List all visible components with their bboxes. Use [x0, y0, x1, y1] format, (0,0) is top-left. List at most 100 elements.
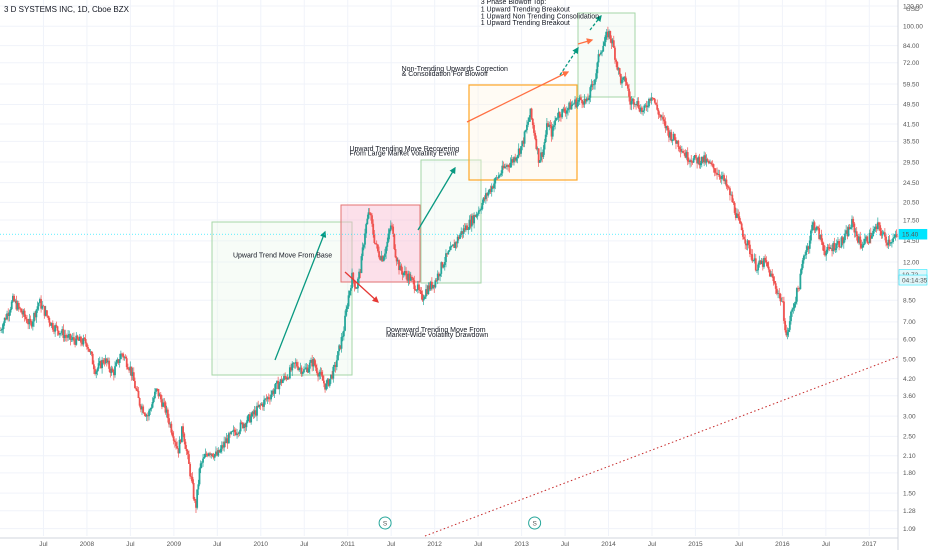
x-axis[interactable]: Jul 2008 Jul 2009 Jul 2010 Jul 2011 Jul 2012 Jul 20… [39, 541, 877, 548]
candle-body [392, 226, 395, 235]
candle-body [266, 397, 269, 400]
candle-body [599, 52, 602, 55]
candle-body [453, 244, 456, 248]
long-term-trendline [424, 355, 901, 537]
candle-body [753, 258, 756, 261]
candle-body [369, 213, 372, 216]
candle-body [69, 333, 72, 340]
candle-body [793, 303, 796, 309]
candle-body [15, 300, 18, 310]
candle-body [541, 152, 544, 157]
candle-body [781, 300, 784, 302]
y-tick-label: 1.80 [903, 470, 916, 477]
candle-body [797, 288, 799, 289]
candle-body [716, 172, 718, 175]
candle-body [636, 101, 639, 106]
x-tick-label: Jul [822, 541, 831, 548]
candle-body [27, 322, 30, 325]
x-tick-label: 2012 [427, 541, 442, 548]
candle-body [263, 399, 265, 407]
candle-body [165, 409, 168, 413]
candle-body [211, 453, 214, 457]
candle-body [155, 388, 157, 392]
candle-body [700, 156, 703, 164]
candle-body [65, 336, 68, 338]
candle-body [699, 163, 702, 166]
y-tick-label: 2.50 [903, 434, 916, 441]
candle-body [517, 148, 520, 156]
candle-body [568, 102, 571, 109]
candle-body [339, 345, 342, 349]
candle-body [240, 422, 243, 424]
candle-body [729, 188, 731, 196]
candle-body [529, 108, 532, 118]
candle-body [100, 361, 102, 369]
candle-body [62, 329, 65, 338]
candle-body [631, 99, 634, 102]
candle-body [858, 236, 860, 243]
candle-body [467, 229, 470, 231]
candle-body [791, 309, 794, 312]
y-axis[interactable]: 120.00 100.00 84.00 72.00 59.50 49.50 41.50 35.… [903, 3, 923, 533]
candle-body [810, 230, 812, 241]
candle-body [524, 130, 527, 132]
candle-body [686, 152, 689, 162]
candle-body [43, 306, 46, 316]
candle-body [298, 368, 301, 370]
candle-body [594, 79, 596, 85]
candle-body [584, 98, 587, 102]
candle-body [625, 81, 628, 85]
candle-body [420, 291, 423, 294]
candle-body [545, 123, 548, 135]
candle-body [806, 246, 809, 251]
box-uptrend-from-base [211, 221, 353, 376]
candle-body [23, 310, 26, 317]
candle-body [355, 288, 358, 289]
candle-body [413, 280, 416, 290]
candle-body [642, 110, 645, 113]
candle-body [825, 252, 828, 256]
candle-body [482, 197, 485, 203]
candle-body [475, 214, 478, 217]
candle-body [182, 426, 184, 434]
candle-body [521, 140, 524, 147]
candle-body [578, 97, 581, 100]
candle-body [132, 372, 135, 381]
candle-body [244, 424, 247, 428]
candle-body [660, 116, 663, 118]
candle-body [711, 164, 714, 165]
candle-body [328, 378, 331, 386]
candle-body [358, 271, 361, 279]
candle-body [859, 236, 862, 244]
candle-body [712, 164, 715, 169]
candle-body [418, 284, 420, 290]
candle-body [207, 453, 210, 456]
candle-body [188, 454, 190, 464]
candle-body [510, 159, 513, 163]
candle-body [851, 218, 853, 228]
candle-body [16, 303, 19, 310]
y-tick-label: 29.50 [903, 159, 920, 166]
candle-body [435, 280, 438, 281]
candle-body [199, 463, 202, 469]
y-tick-label: 6.00 [903, 336, 916, 343]
candle-body [855, 231, 858, 237]
candle-body [90, 351, 93, 354]
candle-body [549, 124, 552, 127]
candle-body [428, 285, 431, 290]
candle-body [393, 234, 396, 250]
candle-body [274, 383, 277, 390]
candle-body [749, 244, 751, 255]
candle-body [687, 161, 690, 163]
candle-body [616, 61, 619, 70]
candle-body [321, 375, 324, 381]
candle-body [560, 116, 562, 118]
candle-body [319, 371, 322, 375]
candle-body [520, 146, 522, 154]
candle-body [515, 158, 518, 161]
candle-body [588, 97, 591, 101]
candle-body [684, 153, 687, 158]
candle-body [14, 300, 17, 302]
candle-body [854, 231, 857, 233]
